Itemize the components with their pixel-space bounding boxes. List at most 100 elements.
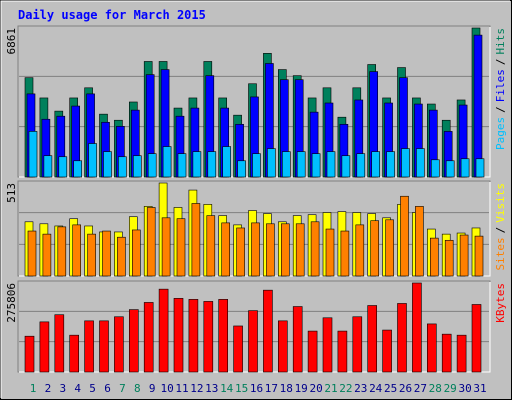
bar: [192, 151, 202, 178]
legend-entry: Sites: [494, 237, 507, 270]
bar: [27, 230, 37, 277]
legend-entry: Visits: [494, 183, 507, 223]
bar: [355, 224, 365, 277]
bar: [340, 230, 350, 277]
bar: [281, 151, 291, 178]
bar: [203, 301, 214, 373]
bar: [322, 317, 333, 373]
bar: [382, 329, 392, 373]
bar: [415, 206, 424, 277]
bar: [162, 146, 172, 178]
bar: [370, 220, 380, 277]
bar: [236, 227, 245, 277]
x-tick-label: 11: [175, 382, 188, 395]
x-tick-label: 15: [235, 382, 248, 395]
bar: [441, 333, 452, 373]
bar: [266, 223, 275, 277]
bar: [416, 148, 425, 178]
bar: [412, 282, 422, 373]
bar: [43, 155, 53, 178]
bar: [426, 323, 437, 373]
x-tick-label: 20: [309, 382, 322, 395]
legend-entry: KBytes: [494, 283, 507, 323]
y-tick-label: 275806: [5, 283, 18, 323]
bar: [475, 158, 485, 178]
bar: [341, 155, 351, 178]
bar: [173, 298, 184, 373]
x-tick-label: 18: [280, 382, 293, 395]
bar: [397, 303, 407, 373]
bar: [252, 153, 261, 178]
bar: [103, 151, 112, 178]
bar: [352, 316, 363, 373]
x-tick-label: 1: [30, 382, 37, 395]
x-tick-label: 21: [324, 382, 337, 395]
legend-entry: Pages: [494, 117, 507, 150]
bar: [87, 233, 96, 277]
bar: [356, 153, 366, 178]
bar: [129, 309, 139, 373]
bar: [386, 151, 395, 178]
bar: [222, 146, 231, 178]
legend-entry: Hits: [494, 28, 507, 55]
x-tick-label: 23: [354, 382, 367, 395]
bar: [132, 229, 141, 277]
bar: [233, 325, 243, 373]
bar: [158, 288, 169, 373]
x-tick-label: 19: [295, 382, 308, 395]
x-tick-label: 31: [473, 382, 486, 395]
x-tick-label: 27: [414, 382, 427, 395]
bar: [430, 159, 440, 178]
x-tick-label: 26: [399, 382, 412, 395]
bar: [28, 131, 38, 178]
bar: [191, 203, 201, 277]
legend-separator: /: [494, 106, 507, 113]
bar: [263, 289, 273, 373]
bar: [39, 321, 50, 373]
bar: [207, 151, 217, 178]
x-tick-label: 17: [265, 382, 278, 395]
bar: [280, 223, 290, 277]
x-tick-label: 14: [220, 382, 234, 395]
legend-entry: Files: [494, 69, 507, 102]
bar: [118, 156, 127, 178]
bar: [218, 299, 228, 373]
x-tick-label: 5: [89, 382, 96, 395]
bar: [292, 306, 303, 373]
bar: [385, 219, 394, 277]
bar: [248, 310, 258, 373]
bar: [161, 217, 171, 277]
x-tick-label: 28: [429, 382, 442, 395]
bar: [251, 222, 260, 277]
bar: [99, 320, 109, 373]
bar: [310, 221, 320, 277]
bar: [307, 330, 318, 373]
x-tick-label: 24: [369, 382, 383, 395]
bar: [177, 153, 187, 178]
x-tick-label: 29: [444, 382, 457, 395]
bar: [474, 235, 484, 277]
bar: [133, 155, 142, 178]
bar: [460, 158, 470, 178]
bar: [277, 320, 288, 373]
bar: [401, 148, 410, 178]
bar: [24, 335, 35, 373]
bar: [325, 228, 335, 277]
bar: [54, 314, 65, 373]
bar: [114, 316, 124, 373]
x-tick-label: 12: [190, 382, 203, 395]
bar: [188, 299, 199, 373]
bar: [444, 239, 454, 277]
bar: [459, 234, 469, 277]
legend: Sites / Visits: [494, 183, 507, 271]
bar: [72, 224, 81, 277]
bar: [206, 215, 216, 277]
bar: [176, 218, 186, 277]
bar: [102, 230, 111, 277]
bar: [445, 160, 455, 178]
chart-title: Daily usage for March 2015: [18, 8, 206, 22]
bar: [296, 151, 306, 178]
bar: [326, 151, 336, 178]
x-tick-label: 13: [205, 382, 218, 395]
